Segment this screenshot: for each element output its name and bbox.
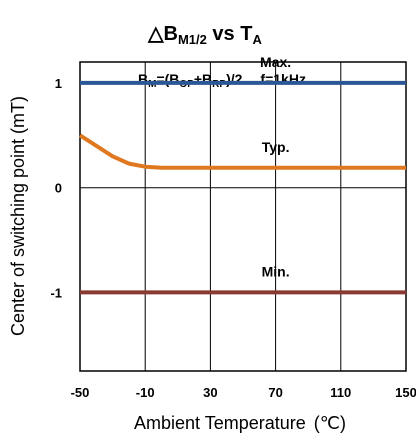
x-tick-label: 30: [203, 385, 217, 400]
x-axis-unit: (℃): [314, 413, 346, 433]
y-axis-label: Center of switching point (mT): [8, 96, 28, 336]
x-axis-label: Ambient Temperature (℃): [134, 413, 346, 433]
formula-annotation: BM=(BOP+BRP)/2 f=1kHz: [138, 71, 306, 90]
y-tick-label: 1: [55, 76, 62, 91]
x-ticks: -50 -10 30 70 110 150: [71, 385, 416, 400]
x-tick-label: 70: [268, 385, 282, 400]
title-subscript-2: A: [252, 32, 262, 47]
x-tick-label: 150: [395, 385, 416, 400]
chart-title: △BM1/2 vs TA: [147, 23, 262, 47]
series-group: [78, 80, 406, 295]
x-tick-label: 110: [330, 385, 351, 400]
series-labels: Max. Typ. Min.: [260, 54, 291, 279]
title-subscript: M1/2: [178, 32, 207, 47]
series-label-max: Max.: [260, 54, 291, 70]
x-tick-label: -10: [136, 385, 155, 400]
x-tick-label: -50: [71, 385, 90, 400]
grid: [80, 62, 406, 371]
title-delta-b: △B: [147, 23, 178, 45]
note-b1: B: [138, 71, 148, 87]
series-label-typ: Typ.: [262, 139, 290, 155]
y-ticks: 1 0 -1: [50, 76, 62, 300]
y-tick-label: 0: [55, 181, 62, 196]
series-line-typ: [78, 133, 406, 170]
plot-frame: [79, 61, 407, 372]
series-label-min: Min.: [262, 263, 290, 279]
title-middle: vs T: [207, 23, 253, 45]
y-tick-label: -1: [50, 285, 62, 300]
x-axis-label-text: Ambient Temperature: [134, 413, 306, 433]
